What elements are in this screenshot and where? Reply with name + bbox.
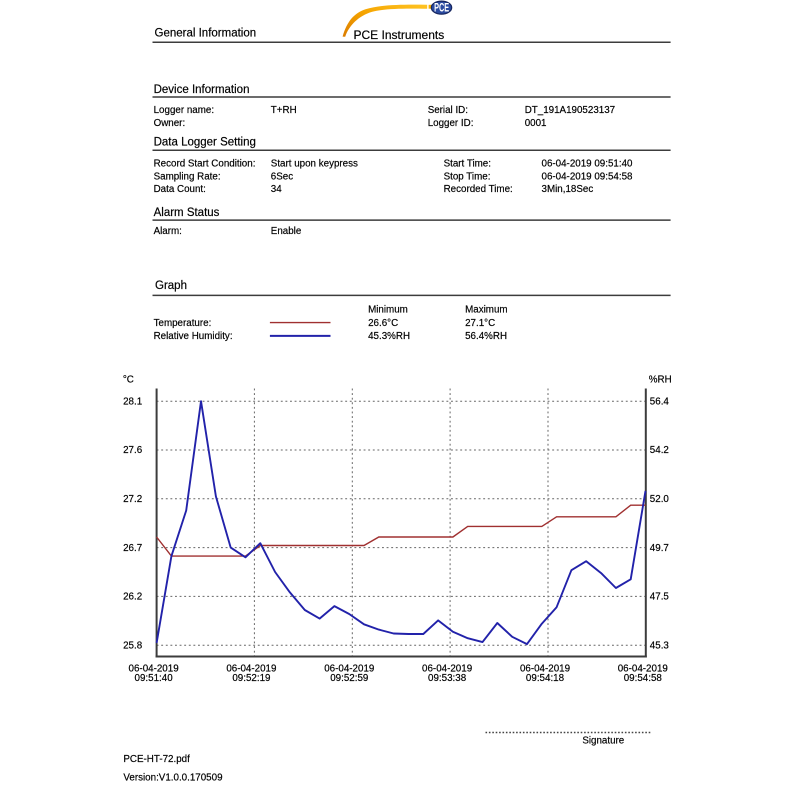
svg-text:56.4: 56.4 <box>650 396 670 407</box>
svg-text:27.1°C: 27.1°C <box>465 318 495 329</box>
svg-text:Start upon keypress: Start upon keypress <box>271 158 358 169</box>
svg-text:Graph: Graph <box>155 280 187 292</box>
svg-text:56.4%RH: 56.4%RH <box>465 331 507 342</box>
svg-text:Record Start Condition:: Record Start Condition: <box>154 158 256 169</box>
svg-text:54.2: 54.2 <box>650 445 669 456</box>
svg-text:Data Count:: Data Count: <box>154 184 206 195</box>
svg-text:26.7: 26.7 <box>123 543 142 554</box>
svg-text:Start Time:: Start Time: <box>444 158 491 169</box>
svg-text:Recorded Time:: Recorded Time: <box>444 184 513 195</box>
svg-text:Temperature:: Temperature: <box>154 318 212 329</box>
svg-text:25.8: 25.8 <box>123 640 143 651</box>
svg-text:06-04-2019 09:54:58: 06-04-2019 09:54:58 <box>542 171 634 182</box>
svg-text:49.7: 49.7 <box>650 543 669 554</box>
svg-text:06-04-2019: 06-04-2019 <box>129 663 179 674</box>
svg-text:09:53:38: 09:53:38 <box>428 673 467 684</box>
svg-text:09:54:18: 09:54:18 <box>526 673 565 684</box>
svg-text:Alarm:: Alarm: <box>154 226 182 237</box>
svg-text:28.1: 28.1 <box>123 396 142 407</box>
svg-text:Signature: Signature <box>582 735 624 746</box>
svg-text:Logger name:: Logger name: <box>154 105 214 116</box>
svg-text:06-04-2019: 06-04-2019 <box>226 663 276 674</box>
svg-text:PCE: PCE <box>434 1 449 15</box>
svg-text:Minimum: Minimum <box>368 304 408 315</box>
svg-text:°C: °C <box>123 375 134 386</box>
svg-text:Data Logger Setting: Data Logger Setting <box>154 136 256 148</box>
svg-text:T+RH: T+RH <box>271 105 297 116</box>
svg-text:09:54:58: 09:54:58 <box>624 673 663 684</box>
svg-text:0001: 0001 <box>525 118 547 129</box>
svg-text:Device Information: Device Information <box>154 84 250 96</box>
svg-text:Version:V1.0.0.170509: Version:V1.0.0.170509 <box>123 772 222 783</box>
svg-text:06-04-2019: 06-04-2019 <box>520 663 570 674</box>
svg-text:06-04-2019: 06-04-2019 <box>324 663 374 674</box>
svg-text:DT_191A190523137: DT_191A190523137 <box>525 105 615 116</box>
svg-text:45.3: 45.3 <box>650 640 670 651</box>
svg-text:PCE-HT-72.pdf: PCE-HT-72.pdf <box>123 754 190 765</box>
svg-text:27.6: 27.6 <box>123 445 143 456</box>
svg-text:27.2: 27.2 <box>123 494 142 505</box>
svg-text:6Sec: 6Sec <box>271 171 293 182</box>
svg-text:09:52:19: 09:52:19 <box>232 673 270 684</box>
svg-text:%RH: %RH <box>649 375 672 386</box>
svg-text:3Min,18Sec: 3Min,18Sec <box>542 184 594 195</box>
svg-text:26.6°C: 26.6°C <box>368 318 398 329</box>
svg-text:26.2: 26.2 <box>123 592 142 603</box>
svg-text:06-04-2019 09:51:40: 06-04-2019 09:51:40 <box>542 158 634 169</box>
svg-text:PCE Instruments: PCE Instruments <box>354 28 445 42</box>
svg-text:Relative Humidity:: Relative Humidity: <box>154 331 233 342</box>
svg-text:Serial ID:: Serial ID: <box>428 105 468 116</box>
svg-text:General Information: General Information <box>155 28 257 40</box>
svg-text:45.3%RH: 45.3%RH <box>368 331 410 342</box>
svg-text:34: 34 <box>271 184 282 195</box>
svg-text:09:51:40: 09:51:40 <box>135 673 174 684</box>
svg-text:Owner:: Owner: <box>154 118 186 129</box>
svg-text:06-04-2019: 06-04-2019 <box>618 663 668 674</box>
svg-text:06-04-2019: 06-04-2019 <box>422 663 472 674</box>
svg-text:Stop Time:: Stop Time: <box>444 171 491 182</box>
svg-text:09:52:59: 09:52:59 <box>330 673 368 684</box>
svg-text:Sampling Rate:: Sampling Rate: <box>154 171 221 182</box>
svg-text:52.0: 52.0 <box>650 494 670 505</box>
svg-text:47.5: 47.5 <box>650 592 670 603</box>
svg-text:Alarm Status: Alarm Status <box>154 207 220 219</box>
svg-text:Maximum: Maximum <box>465 304 507 315</box>
svg-text:Enable: Enable <box>271 226 302 237</box>
svg-text:Logger ID:: Logger ID: <box>428 118 474 129</box>
